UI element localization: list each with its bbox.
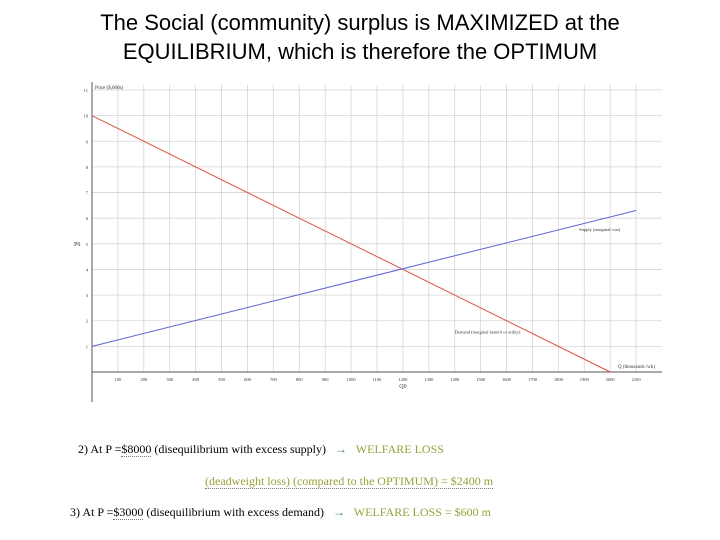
note-line-3: 3) At P =$3000 (disequilibrium with exce…	[70, 505, 491, 520]
note-line-2: 2) At P =$8000 (disequilibrium with exce…	[78, 442, 444, 457]
x-tick-label: 600	[244, 377, 252, 382]
x-tick-label: 200	[140, 377, 148, 382]
slide-title-line2: EQUILIBRIUM, which is therefore the OPTI…	[122, 39, 598, 64]
supply-label: Supply (marginal cost)	[579, 227, 621, 232]
note3-prefix: 3) At P =	[70, 505, 114, 519]
x-tick-label: 1100	[373, 377, 383, 382]
x-tick-label: 2100	[632, 377, 642, 382]
q0-label: Q0	[399, 384, 406, 390]
note2b-text: (deadweight loss) (compared to the OPTIM…	[205, 474, 494, 489]
y-tick-label: 3	[86, 293, 89, 298]
x-tick-label: 1600	[502, 377, 512, 382]
x-tick-label: 1000	[347, 377, 357, 382]
x-tick-label: 2000	[606, 377, 616, 382]
note2-price: $8000	[121, 442, 152, 457]
note3-rest: (disequilibrium with excess demand)	[143, 505, 324, 519]
right-arrow-icon: →	[335, 442, 347, 456]
slide-title-line1: The Social (community) surplus is MAXIMI…	[100, 10, 620, 35]
x-tick-label: 800	[296, 377, 304, 382]
x-tick-label: 100	[115, 377, 123, 382]
right-arrow-icon: →	[332, 505, 345, 519]
y-tick-label: 1	[86, 344, 88, 349]
x-tick-label: 1900	[580, 377, 590, 382]
supply-line	[91, 210, 637, 347]
slide-title: The Social (community) surplus is MAXIMI…	[0, 8, 720, 66]
y-tick-label: 6	[86, 216, 89, 221]
x-tick-label: 1700	[528, 377, 538, 382]
x-tick-label: 1500	[476, 377, 486, 382]
y-tick-label: 5	[86, 242, 89, 247]
x-axis-label: Q (thousands /wk)	[618, 365, 655, 370]
y-tick-label: 8	[86, 165, 89, 170]
note2-result: WELFARE LOSS	[355, 442, 444, 456]
note-line-2b: (deadweight loss) (compared to the OPTIM…	[205, 474, 494, 489]
x-tick-label: 700	[270, 377, 278, 382]
note3-price: $3000	[113, 505, 144, 520]
x-tick-label: 1800	[554, 377, 564, 382]
y-tick-label: 7	[86, 191, 89, 196]
x-tick-label: 900	[322, 377, 330, 382]
x-tick-label: 300	[166, 377, 174, 382]
p0-label: P0	[74, 242, 80, 248]
x-tick-label: 1400	[450, 377, 460, 382]
x-tick-label: 500	[218, 377, 226, 382]
note2-prefix: 2) At P =	[78, 442, 122, 456]
x-tick-label: 400	[192, 377, 200, 382]
y-tick-label: 9	[86, 139, 89, 144]
note3-result: WELFARE LOSS = $600 m	[353, 505, 491, 519]
supply-demand-chart: 100 200 300 400 500 600 700 800 900 1000 1100 1200 1…	[74, 82, 662, 402]
y-tick-label: 2	[86, 319, 88, 324]
y-tick-label: 4	[86, 267, 89, 272]
demand-line	[91, 115, 611, 373]
note2-rest: (disequilibrium with excess supply)	[151, 442, 326, 456]
demand-label: Demand (marginal benefit or utility)	[455, 330, 521, 335]
y-tick-label: 10	[84, 114, 89, 119]
x-tick-label: 1300	[424, 377, 434, 382]
y-axis-label: Price ($,000s)	[95, 86, 123, 91]
x-tick-label: 1200	[398, 377, 408, 382]
y-tick-label: 11	[84, 88, 88, 93]
